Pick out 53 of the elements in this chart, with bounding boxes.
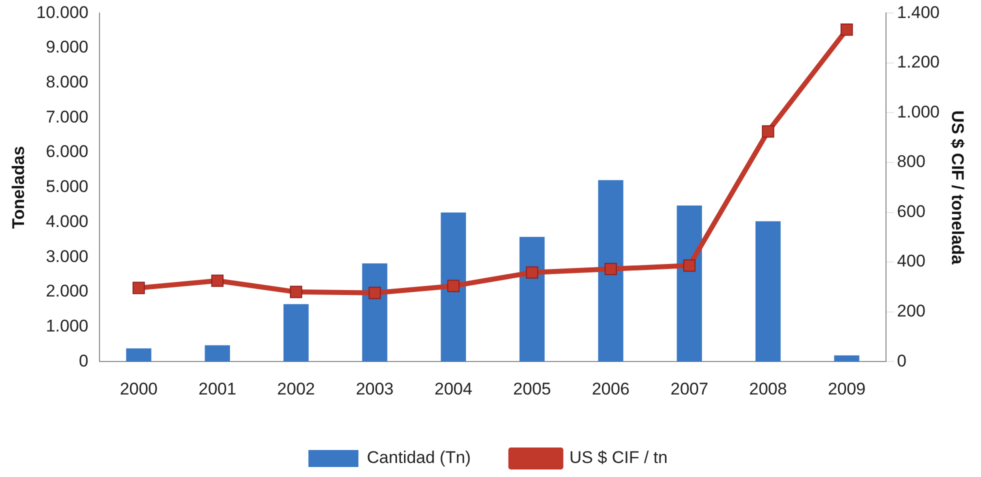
x-tick-label: 2000: [120, 379, 158, 398]
legend-label: Cantidad (Tn): [366, 448, 471, 468]
x-tick-label: 2002: [277, 379, 315, 398]
point: [604, 262, 617, 276]
point: [447, 280, 460, 292]
y-tick-label: 10.000: [36, 2, 88, 22]
point: [840, 23, 853, 36]
y2-tick-label: 200: [897, 302, 926, 321]
bar: [598, 180, 624, 362]
point: [762, 125, 774, 138]
x-tick-label: 2008: [749, 379, 787, 398]
bar: [362, 263, 388, 362]
x-tick-label: 2004: [434, 379, 472, 398]
bar: [834, 355, 860, 362]
y2-tick-label: 1.400: [897, 2, 940, 22]
x-tick-label: 2009: [828, 379, 866, 398]
y-tick-label: 5.000: [46, 177, 88, 196]
y2-tick-label: 400: [897, 252, 926, 271]
y-tick-label: 7.000: [46, 107, 88, 126]
x-tick-label: 2001: [198, 379, 236, 398]
y2-tick-label: 1.200: [897, 52, 940, 72]
y2-tick-label: 1.000: [897, 102, 940, 122]
y-tick-label: 3.000: [46, 246, 88, 266]
x-tick-label: 2005: [513, 379, 551, 398]
bar: [283, 304, 309, 362]
x-tick-label: 2003: [356, 379, 394, 398]
x-tick-label: 2006: [592, 379, 630, 398]
y2-tick-label: 600: [897, 202, 926, 221]
bar: [676, 206, 702, 362]
point: [683, 259, 696, 272]
bar: [755, 221, 781, 362]
y-tick-label: 9.000: [46, 38, 88, 57]
bar: [204, 345, 230, 362]
x-tick-label: 2007: [670, 379, 708, 398]
point: [368, 286, 381, 300]
y2-tick-label: 800: [897, 152, 926, 172]
y2-tick-label: 0: [897, 351, 907, 370]
legend-label: US $ CIF / tn: [569, 448, 668, 468]
y-tick-label: 6.000: [46, 142, 88, 162]
point: [290, 286, 302, 298]
y2-axis-title: US $ CIF / tonelada: [948, 110, 968, 265]
bar: [440, 212, 466, 362]
point: [526, 266, 538, 279]
bar: [126, 348, 152, 362]
y-tick-label: 8.000: [46, 72, 88, 92]
y-tick-label: 4.000: [46, 212, 88, 231]
bar: [519, 236, 545, 362]
y-axis-title: Toneladas: [8, 146, 28, 229]
point: [211, 274, 224, 287]
point: [132, 282, 145, 294]
y-tick-label: 1.000: [46, 316, 88, 336]
y-tick-label: 2.000: [46, 282, 88, 301]
y-tick-label: 0: [78, 351, 88, 370]
